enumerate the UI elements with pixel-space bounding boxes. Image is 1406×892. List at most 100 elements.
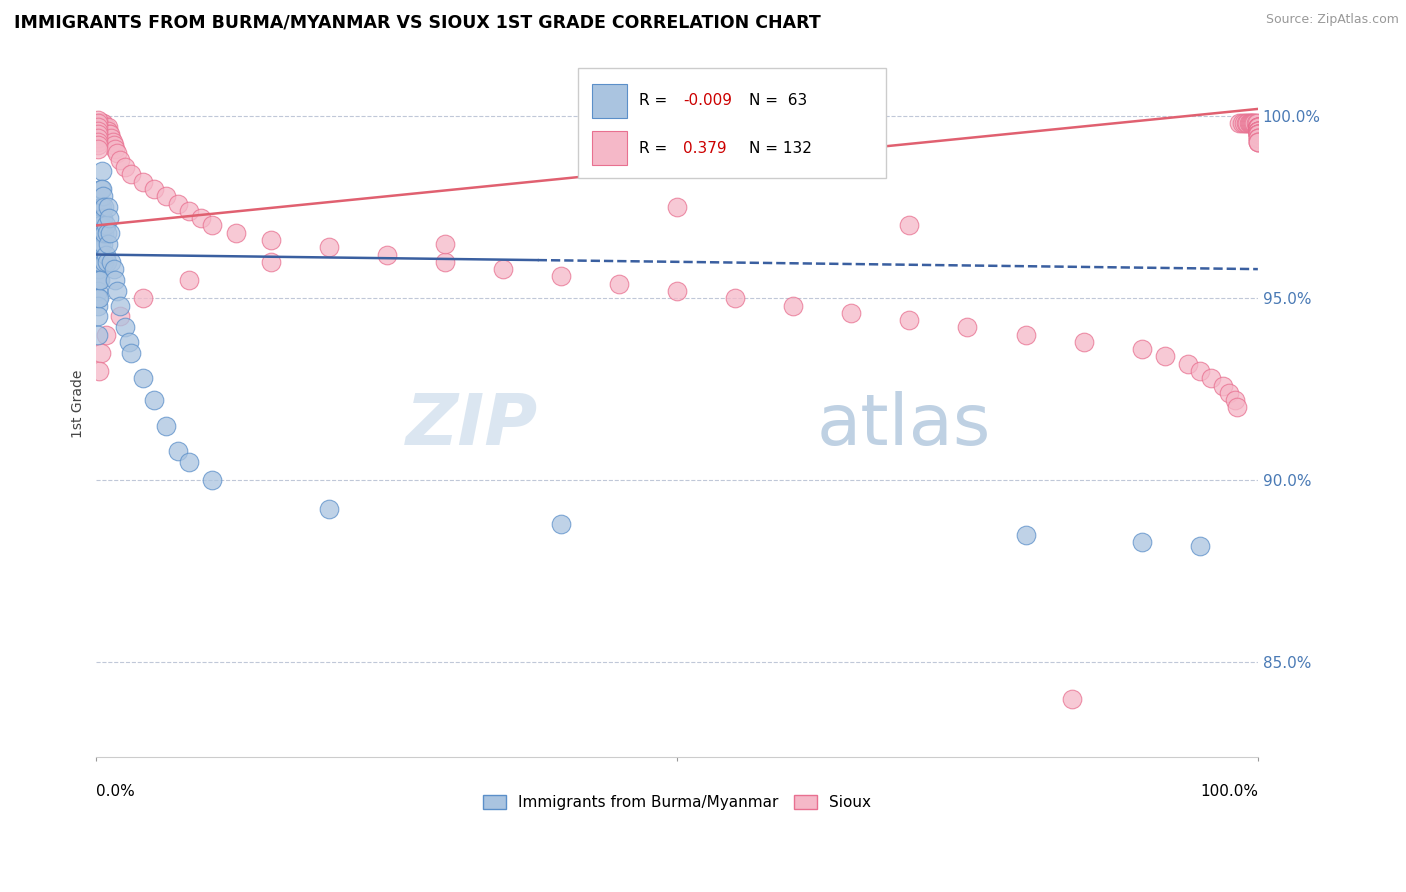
Point: [86, 255, 108, 269]
Point: [1247, 120, 1270, 135]
Point: [100, 255, 122, 269]
Point: [1247, 128, 1270, 142]
Point: [89, 211, 111, 226]
Point: [143, 182, 166, 196]
Point: [87, 364, 110, 378]
Point: [1247, 124, 1270, 138]
Point: [120, 168, 142, 182]
Point: [1188, 364, 1211, 378]
Text: 100.0%: 100.0%: [1199, 784, 1258, 799]
Point: [1247, 135, 1270, 149]
Point: [90, 116, 112, 130]
Point: [93, 124, 115, 138]
Point: [318, 502, 340, 516]
Point: [120, 346, 142, 360]
Point: [86, 135, 108, 149]
Point: [898, 219, 921, 233]
Point: [98, 128, 121, 142]
Point: [97, 200, 120, 214]
Point: [201, 219, 224, 233]
Point: [1247, 120, 1270, 135]
Point: [89, 128, 111, 142]
Point: [1218, 385, 1240, 400]
Point: [86, 138, 108, 153]
Point: [89, 255, 111, 269]
Point: [86, 124, 108, 138]
Point: [1130, 342, 1153, 356]
Point: [86, 284, 108, 298]
Point: [550, 516, 572, 531]
Point: [108, 310, 131, 324]
Point: [93, 255, 115, 269]
Point: [155, 189, 177, 203]
Point: [89, 124, 111, 138]
Point: [86, 120, 108, 135]
Point: [375, 247, 398, 261]
Point: [1247, 120, 1270, 135]
Point: [1247, 135, 1270, 149]
Text: N =  63: N = 63: [749, 94, 807, 108]
Point: [492, 262, 515, 277]
Point: [132, 291, 155, 305]
Point: [550, 269, 572, 284]
Point: [89, 120, 111, 135]
Point: [1247, 120, 1270, 135]
Text: -0.009: -0.009: [683, 94, 733, 108]
Point: [86, 142, 108, 156]
Point: [179, 455, 201, 469]
Point: [1223, 393, 1246, 408]
Point: [1177, 357, 1199, 371]
Point: [87, 262, 110, 277]
Point: [86, 273, 108, 287]
Point: [225, 226, 247, 240]
Point: [86, 327, 108, 342]
Point: [1014, 327, 1036, 342]
Point: [87, 116, 110, 130]
Point: [108, 299, 131, 313]
Point: [1246, 116, 1268, 130]
Point: [93, 120, 115, 135]
Point: [89, 116, 111, 130]
Point: [91, 182, 114, 196]
Point: [87, 255, 110, 269]
Point: [103, 138, 125, 153]
Point: [104, 142, 127, 156]
Point: [143, 393, 166, 408]
Point: [86, 310, 108, 324]
Bar: [592, 131, 627, 165]
Point: [96, 255, 118, 269]
Point: [259, 255, 281, 269]
Legend: Immigrants from Burma/Myanmar, Sioux: Immigrants from Burma/Myanmar, Sioux: [477, 789, 877, 816]
Point: [91, 226, 114, 240]
Point: [132, 175, 155, 189]
Point: [101, 135, 124, 149]
Point: [98, 128, 121, 142]
Point: [91, 124, 114, 138]
Text: Source: ZipAtlas.com: Source: ZipAtlas.com: [1265, 13, 1399, 27]
Point: [433, 236, 456, 251]
Point: [91, 120, 114, 135]
Point: [179, 273, 201, 287]
Point: [1234, 116, 1257, 130]
Point: [179, 203, 201, 218]
Point: [96, 226, 118, 240]
Point: [1244, 116, 1267, 130]
Point: [166, 444, 188, 458]
Point: [87, 128, 110, 142]
Point: [259, 233, 281, 247]
Point: [1247, 124, 1270, 138]
Point: [1247, 120, 1270, 135]
Point: [100, 131, 122, 145]
Text: R =: R =: [638, 141, 666, 155]
Point: [91, 116, 114, 130]
Point: [98, 226, 121, 240]
Point: [86, 128, 108, 142]
Point: [1212, 378, 1234, 392]
Point: [89, 273, 111, 287]
Point: [155, 418, 177, 433]
Point: [93, 200, 115, 214]
Point: [91, 124, 114, 138]
Bar: [592, 84, 627, 118]
Point: [190, 211, 212, 226]
Point: [86, 291, 108, 305]
